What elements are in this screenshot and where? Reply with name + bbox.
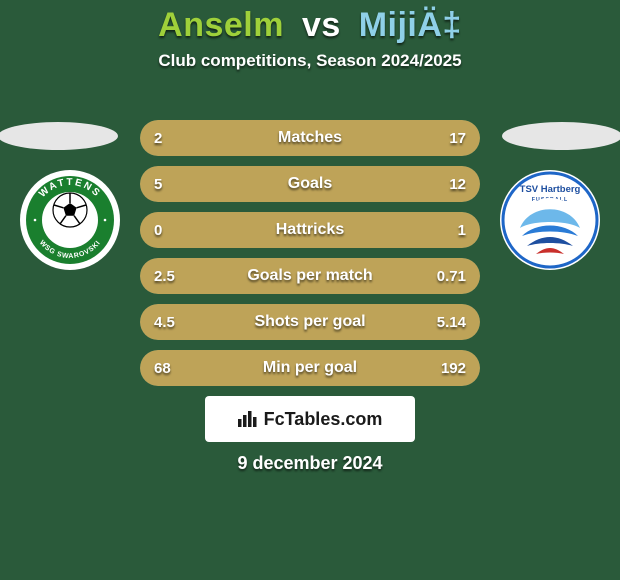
decorative-ellipse-left: [0, 122, 118, 150]
attribution-text: FcTables.com: [264, 409, 383, 430]
attribution-badge: FcTables.com: [205, 396, 415, 442]
stat-row: 2.50.71Goals per match: [140, 258, 480, 294]
stat-label: Hattricks: [140, 212, 480, 248]
stat-label: Shots per goal: [140, 304, 480, 340]
stats-panel: 217Matches 512Goals 01Hattricks 2.50.71Goal…: [140, 120, 480, 396]
svg-text:TSV Hartberg: TSV Hartberg: [520, 184, 581, 195]
club-badge-right-icon: TSV Hartberg FUSSBALL: [500, 170, 600, 270]
stat-label: Matches: [140, 120, 480, 156]
stat-label: Min per goal: [140, 350, 480, 386]
club-badge-left-icon: WATTENS WSG SWAROVSKI: [20, 170, 120, 270]
comparison-title: Anselm vs MijiÄ‡: [0, 0, 620, 45]
attribution-chart-icon: [238, 409, 258, 430]
club-badge-right: TSV Hartberg FUSSBALL: [500, 170, 600, 270]
infographic-root: Anselm vs MijiÄ‡ Club competitions, Seas…: [0, 0, 620, 580]
subtitle: Club competitions, Season 2024/2025: [0, 51, 620, 71]
decorative-ellipse-right: [502, 122, 620, 150]
stat-row: 68192Min per goal: [140, 350, 480, 386]
stat-label: Goals: [140, 166, 480, 202]
generated-date: 9 december 2024: [0, 453, 620, 474]
stat-row: 4.55.14Shots per goal: [140, 304, 480, 340]
stat-row: 01Hattricks: [140, 212, 480, 248]
title-vs: vs: [302, 6, 341, 44]
player2-name: MijiÄ‡: [359, 6, 462, 44]
stat-row: 217Matches: [140, 120, 480, 156]
stat-label: Goals per match: [140, 258, 480, 294]
club-badge-left: WATTENS WSG SWAROVSKI: [20, 170, 120, 270]
stat-row: 512Goals: [140, 166, 480, 202]
player1-name: Anselm: [158, 6, 284, 44]
